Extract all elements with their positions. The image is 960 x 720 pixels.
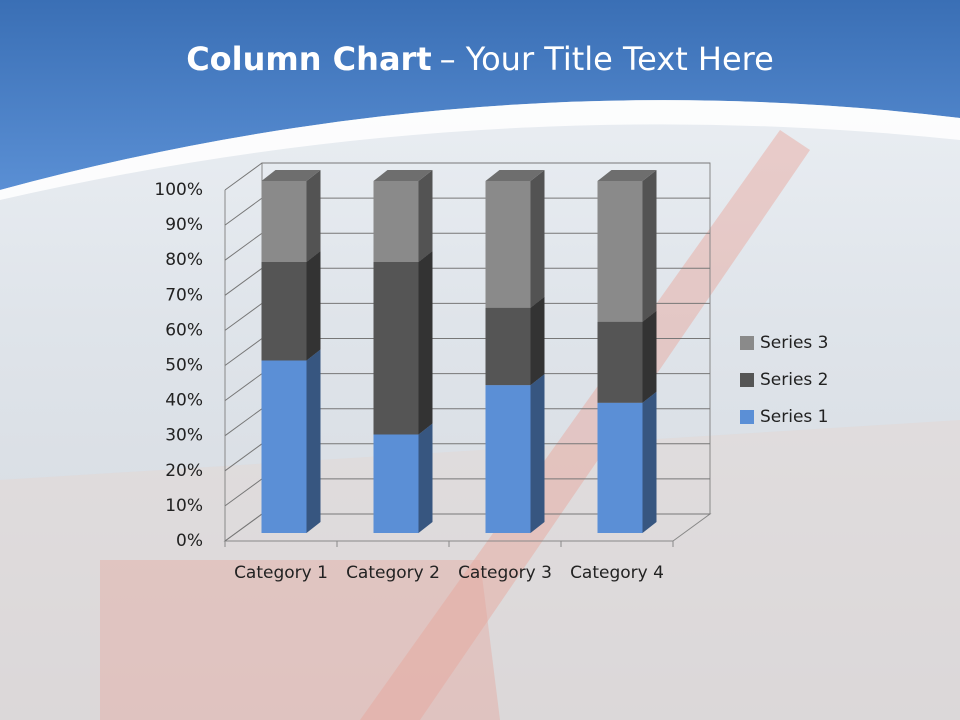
legend-label: Series 1 — [760, 407, 829, 427]
segment-face — [642, 310, 657, 403]
segment-face — [485, 307, 531, 386]
segment-face — [642, 170, 657, 322]
segment-face — [485, 170, 545, 181]
column-segment — [597, 310, 657, 403]
y-tick-label: 10% — [165, 496, 203, 516]
segment-face — [597, 181, 643, 322]
segment-face — [306, 250, 321, 361]
segment-face — [597, 321, 643, 403]
legend-marker — [740, 410, 754, 424]
column-segment — [485, 170, 545, 308]
y-tick-label: 60% — [165, 320, 203, 340]
column-segment — [485, 374, 545, 533]
x-tick-label: Category 3 — [458, 563, 552, 583]
photo-truck — [100, 560, 500, 720]
legend-label: Series 3 — [760, 333, 829, 353]
segment-face — [597, 402, 643, 533]
segment-face — [485, 181, 531, 308]
segment-face — [261, 170, 321, 181]
y-tick-label: 20% — [165, 461, 203, 481]
header-band — [0, 0, 960, 190]
segment-face — [530, 170, 545, 308]
x-tick-label: Category 1 — [234, 563, 328, 583]
legend-marker — [740, 336, 754, 350]
y-tick-label: 30% — [165, 426, 203, 446]
y-tick-label: 100% — [154, 180, 203, 200]
segment-face — [530, 296, 545, 386]
segment-face — [373, 181, 419, 262]
grid-line — [224, 162, 710, 191]
header-arc — [0, 100, 960, 200]
segment-face — [597, 170, 657, 181]
x-tick-label: Category 4 — [570, 563, 664, 583]
x-tick-label: Category 2 — [346, 563, 440, 583]
y-tick-label: 90% — [165, 215, 203, 235]
legend-label: Series 2 — [760, 370, 829, 390]
segment-face — [485, 385, 531, 533]
column-segment — [261, 250, 321, 361]
column-segment — [597, 170, 657, 322]
column-segment — [373, 423, 433, 533]
segment-face — [261, 261, 307, 361]
segment-face — [261, 360, 307, 533]
segment-face — [530, 374, 545, 533]
y-tick-label: 40% — [165, 391, 203, 411]
photo-crane — [360, 130, 810, 720]
column-segment — [261, 170, 321, 262]
y-tick-label: 80% — [165, 250, 203, 270]
segment-face — [306, 349, 321, 533]
column-segment — [261, 349, 321, 533]
segment-face — [306, 170, 321, 262]
title-bold: Column Chart — [186, 40, 432, 78]
segment-face — [373, 261, 419, 435]
segment-face — [373, 434, 419, 533]
segment-face — [261, 181, 307, 262]
title: Column Chart – Your Title Text Here — [0, 40, 960, 78]
segment-face — [418, 423, 433, 533]
column-segment — [485, 296, 545, 386]
segment-face — [642, 391, 657, 533]
segment-face — [418, 170, 433, 262]
y-tick-label: 70% — [165, 285, 203, 305]
title-rest: – Your Title Text Here — [439, 40, 774, 78]
legend-marker — [740, 373, 754, 387]
column-segment — [373, 170, 433, 262]
segment-face — [373, 170, 433, 181]
column-segment — [597, 391, 657, 533]
column-segment — [373, 250, 433, 435]
segment-face — [418, 250, 433, 435]
y-tick-label: 0% — [176, 531, 203, 551]
y-tick-label: 50% — [165, 356, 203, 376]
